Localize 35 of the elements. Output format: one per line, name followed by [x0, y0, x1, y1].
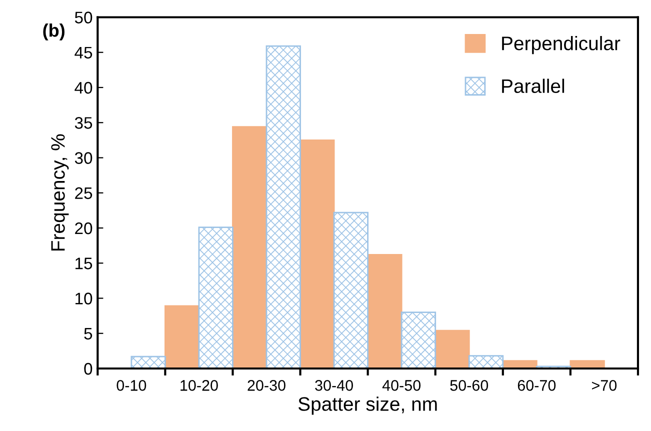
x-axis-title: Spatter size, nm: [298, 396, 437, 415]
x-tick-label: 30-40: [315, 380, 353, 391]
bar: [333, 212, 369, 369]
bar: [367, 254, 402, 369]
y-tick-label: 30: [74, 152, 92, 164]
y-tick-label: 15: [76, 258, 92, 270]
y-tick-label: 10: [76, 292, 92, 304]
y-tick-label: 45: [74, 46, 92, 59]
bar: [198, 226, 234, 369]
bar: [130, 356, 166, 369]
x-tick-label: 50-60: [450, 380, 488, 391]
bar: [468, 355, 504, 369]
y-tick-label: 20: [75, 222, 92, 234]
x-tick-label: 0-10: [116, 380, 146, 391]
bar: [300, 139, 335, 369]
y-tick-label: 25: [75, 187, 92, 200]
y-tick-label: 40: [74, 82, 92, 94]
y-tick-label: 0: [84, 362, 92, 375]
y-axis-title: Frequency, %: [51, 134, 69, 251]
bar: [266, 45, 301, 369]
bar: [400, 312, 436, 369]
x-tick-label: 60-70: [518, 380, 556, 391]
y-tick-label: 5: [84, 328, 92, 340]
x-tick-label: 10-20: [180, 380, 218, 391]
text: (b): [43, 24, 64, 40]
y-tick-label: 50: [74, 12, 92, 24]
legend-label: Parallel: [502, 78, 564, 94]
x-tick-label: 40-50: [382, 380, 421, 391]
y-tick-label: 35: [74, 117, 92, 129]
bar: [232, 126, 268, 369]
bar: [434, 330, 470, 369]
bar: [164, 305, 200, 369]
x-tick-label: >70: [592, 380, 617, 391]
x-tick-label: 20-30: [248, 380, 286, 391]
legend-label: Perpendicular: [502, 36, 620, 54]
